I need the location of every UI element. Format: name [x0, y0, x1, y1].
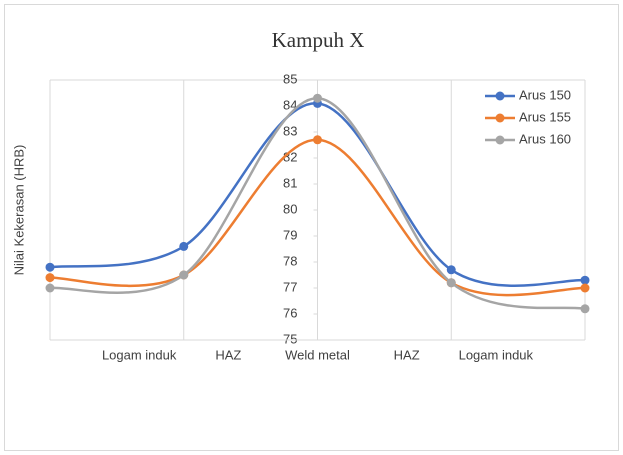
x-tick-label: Logam induk: [102, 347, 177, 362]
data-point: [580, 304, 590, 314]
data-point: [446, 265, 456, 275]
y-tick-label: 79: [283, 227, 297, 242]
data-point: [179, 270, 189, 280]
chart-border: [4, 4, 619, 451]
data-point: [580, 283, 590, 293]
data-point: [313, 135, 322, 145]
legend-label: Arus 155: [519, 109, 571, 124]
x-tick-label: HAZ: [394, 347, 420, 362]
y-tick-label: 81: [283, 175, 297, 190]
y-tick-label: 83: [283, 123, 297, 138]
data-point: [45, 283, 55, 293]
data-point: [446, 278, 456, 288]
data-point: [179, 241, 189, 251]
legend-label: Arus 160: [519, 131, 571, 146]
y-tick-label: 77: [283, 279, 297, 294]
chart-title: Kampuh X: [272, 28, 365, 52]
y-axis-label: Nilai Kekerasan (HRB): [11, 145, 26, 276]
y-tick-label: 75: [283, 331, 297, 346]
y-tick-label: 85: [283, 71, 297, 86]
data-point: [45, 262, 55, 272]
legend-marker: [495, 113, 505, 123]
x-tick-label: HAZ: [215, 347, 241, 362]
legend-label: Arus 150: [519, 87, 571, 102]
x-tick-label: Weld metal: [285, 347, 350, 362]
y-tick-label: 80: [283, 201, 297, 216]
legend-marker: [495, 135, 505, 145]
data-point: [45, 273, 55, 283]
data-point: [580, 275, 590, 285]
y-tick-label: 76: [283, 305, 297, 320]
data-point: [313, 93, 322, 103]
legend-marker: [495, 91, 505, 101]
x-tick-label: Logam induk: [459, 347, 534, 362]
y-tick-label: 78: [283, 253, 297, 268]
